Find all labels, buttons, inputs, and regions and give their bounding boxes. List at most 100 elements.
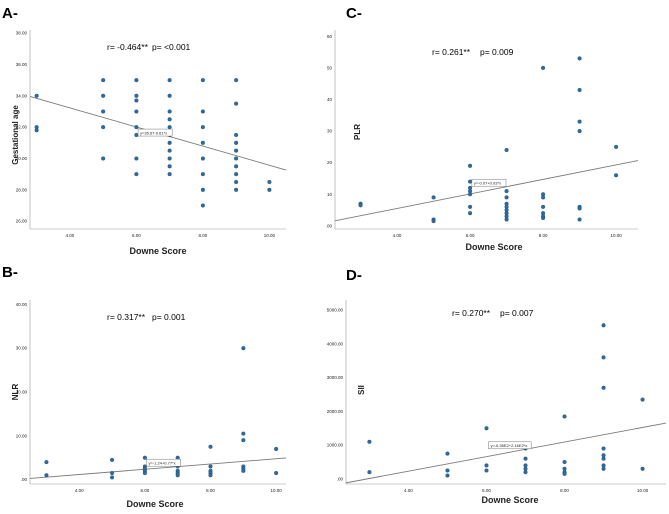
panel-a-y-axis-label: Gestational age <box>11 105 20 165</box>
panel-c-y-tick-label: 40 <box>327 97 333 102</box>
panel-a: A- r= -0.464** p= <0.001 Downe Score Ges… <box>2 5 287 256</box>
panel-c-data-point <box>468 179 473 184</box>
panel-b-y-tick-label: .00 <box>21 477 28 482</box>
panel-a-data-point <box>101 78 106 83</box>
panel-c-y-tick-label: 50 <box>327 65 333 70</box>
panel-a-x-axis-label: Downe Score <box>129 246 186 256</box>
panel-b-fit-line <box>29 457 287 479</box>
panel-a-stat-r: r= -0.464** <box>107 42 149 52</box>
panel-c-y-axis-label: PLR <box>353 124 362 140</box>
panel-a-data-point <box>234 164 239 169</box>
panel-d-y-tick-label: 4000.00 <box>327 341 344 346</box>
panel-b-y-tick-label: 10.00 <box>16 433 28 438</box>
panel-a-y-tick-label: 30.00 <box>16 156 28 161</box>
panel-a-data-point <box>200 172 205 177</box>
panel-d-y-tick-label: 1000.00 <box>327 443 344 448</box>
panel-b: B- r= 0.317** p= 0.001 Downe Score NLR 4… <box>2 264 287 509</box>
panel-d-x-axis-label: Downe Score <box>481 495 538 505</box>
panel-a-data-point <box>167 109 172 114</box>
panel-b-data-point <box>208 473 213 478</box>
panel-c-data-point <box>468 204 473 209</box>
panel-b-label: B- <box>2 264 18 281</box>
panel-b-stat-p: p= 0.001 <box>152 312 186 322</box>
panel-c-data-point <box>577 87 582 93</box>
panel-d-data-point <box>445 473 450 478</box>
panel-c-stat-p: p= 0.009 <box>480 47 514 57</box>
panel-c-data-point <box>577 119 582 124</box>
panel-a-data-point <box>234 78 239 83</box>
panel-a-equation-label: y=35.67-0.61*x <box>140 130 167 135</box>
panel-a-data-point <box>267 179 272 185</box>
panel-a-data-point <box>200 187 205 192</box>
panel-a-y-tick-label: 34.00 <box>16 93 28 98</box>
panel-d-data-point <box>523 470 528 475</box>
panel-d-data-point <box>640 397 645 402</box>
panel-c-fit-line <box>334 160 639 222</box>
panel-b-data-point <box>241 438 246 443</box>
panel-d-label: D- <box>346 267 362 284</box>
panel-a-data-point <box>234 172 239 177</box>
panel-a-y-tick-label: 26.00 <box>16 219 28 224</box>
panel-c-data-point <box>577 56 582 61</box>
panel-a-y-tick-label: 38.00 <box>16 31 28 36</box>
panel-d-data-point <box>601 355 606 360</box>
panel-d-data-point <box>523 456 528 461</box>
panel-a-data-point <box>167 125 172 130</box>
panel-b-data-point <box>44 473 49 478</box>
panel-a-data-point <box>200 203 205 208</box>
panel-c-x-tick-label: 6.00 <box>466 233 475 238</box>
panel-a-data-point <box>101 156 106 161</box>
panel-d-data-point <box>562 471 567 476</box>
panel-a-x-tick-label: 4.00 <box>66 233 75 238</box>
panel-c-data-point <box>358 203 363 208</box>
panel-d-stat-r: r= 0.270** <box>452 308 491 318</box>
panel-c-data-point <box>541 195 546 200</box>
panel-d-stat-p: p= 0.007 <box>500 308 534 318</box>
panel-c-data-point <box>541 65 546 70</box>
panel-a-stat-p: p= <0.001 <box>152 42 191 52</box>
panel-c-y-tick-label: 30 <box>327 129 333 134</box>
panel-b-data-point <box>241 431 246 436</box>
panel-b-y-tick-label: 20.00 <box>16 390 28 395</box>
panel-d-data-point <box>601 466 606 471</box>
panel-b-x-axis-label: Downe Score <box>126 499 183 509</box>
panel-c-data-point <box>504 189 509 194</box>
panel-d-y-tick-label: 3000.00 <box>327 375 344 380</box>
panel-d-data-point <box>601 323 606 328</box>
panel-c-data-point <box>504 195 509 200</box>
panel-c-stat-r: r= 0.261** <box>432 47 471 57</box>
panel-d-equation-label: y=-6.35E2+2.16E2*x <box>490 443 527 448</box>
panel-a-data-point <box>234 132 239 138</box>
panel-a-data-point <box>234 148 239 153</box>
panel-d-x-tick-label: 4.00 <box>404 488 413 493</box>
panel-b-data-point <box>241 346 246 351</box>
panel-a-data-point <box>34 128 39 133</box>
panel-c-y-tick-label: 10 <box>327 192 333 197</box>
panel-b-data-point <box>175 473 180 478</box>
panel-c-x-axis-label: Downe Score <box>465 242 522 252</box>
panel-a-data-point <box>200 78 205 83</box>
panel-d-x-tick-label: 10.00 <box>637 488 649 493</box>
panel-c-label: C- <box>346 5 362 22</box>
panel-b-data-point <box>142 455 147 460</box>
panel-a-data-point <box>167 93 172 98</box>
panel-d-data-point <box>445 468 450 473</box>
panel-b-x-tick-label: 8.00 <box>206 488 215 493</box>
panel-b-y-tick-label: 40.00 <box>16 302 28 307</box>
panel-a-data-point <box>134 78 139 83</box>
panel-a-data-point <box>234 187 239 192</box>
panel-d-data-point <box>640 466 645 471</box>
panel-d-data-point <box>484 463 489 468</box>
panel-c-data-point <box>504 147 509 153</box>
panel-d-data-point <box>601 456 606 461</box>
panel-c-x-tick-label: 4.00 <box>393 233 402 238</box>
panel-a-data-point <box>134 132 139 138</box>
panel-d-y-tick-label: .00 <box>337 476 344 481</box>
panel-a-data-point <box>134 125 139 130</box>
panel-d-data-point <box>601 385 606 390</box>
panel-c-data-point <box>431 195 436 200</box>
panel-a-data-point <box>167 78 172 83</box>
panel-a-data-point <box>167 148 172 153</box>
panel-b-data-point <box>208 444 213 449</box>
panel-c-data-point <box>577 217 582 222</box>
